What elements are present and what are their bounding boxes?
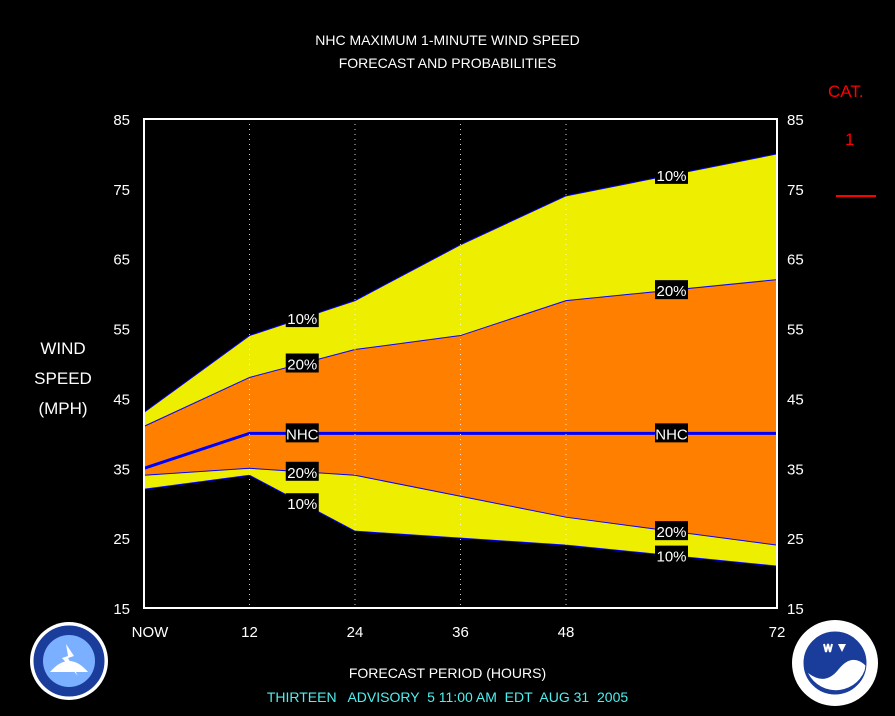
y-tick-label-left: 65 [113,252,130,269]
series-label: NHC [286,426,319,443]
y-axis-label-wind: WIND [40,339,86,358]
y-tick-label-right: 45 [787,391,804,408]
series-label: 20% [287,465,317,482]
series-label-box [285,308,319,328]
x-tick-label: 24 [347,624,364,641]
y-tick-label-right: 75 [787,182,804,199]
series-label-box [655,521,688,541]
chart-title-line2: FORECAST AND PROBABILITIES [338,55,557,71]
x-tick-label: 12 [241,624,258,641]
plot-border [143,118,778,609]
y-tick-label-left: 55 [113,322,130,339]
series-label-box [285,423,319,443]
y-tick-label-right: 65 [787,252,804,269]
line-20pct-upper [143,279,778,427]
series-label: 10% [287,496,317,513]
y-tick-label-left: 85 [113,112,130,129]
series-label-box [655,423,688,443]
series-label: 20% [287,357,317,374]
series-label: 20% [656,524,686,541]
series-label: 10% [656,549,686,566]
y-axis-label-speed: SPEED [34,369,92,388]
y-tick-label-right: 85 [787,112,804,129]
series-label: 10% [287,311,317,328]
nws-logo [30,622,108,700]
series-label: 20% [656,283,686,300]
series-label-box [285,353,319,373]
y-tick-label-left: 25 [113,531,130,548]
x-tick-label: NOW [132,624,170,641]
category-value: 1 [845,130,855,149]
x-tick-label: 36 [452,624,469,641]
series-label: 10% [656,168,686,185]
y-tick-label-right: 25 [787,531,804,548]
series-label-box [285,493,319,513]
line-10pct-lower [143,474,778,567]
line-20pct-lower [143,467,778,546]
advisory-info: THIRTEEN ADVISORY 5 11:00 AM EDT AUG 31 … [266,689,629,705]
noaa-logo [792,620,878,706]
y-tick-label-left: 35 [113,461,130,478]
x-tick-label: 48 [558,624,575,641]
y-axis-label-units: (MPH) [38,399,88,418]
series-label: NHC [655,426,688,443]
x-tick-label: 72 [769,624,786,641]
y-tick-label-right: 35 [787,461,804,478]
series-label-box [285,461,319,481]
series-label-box [655,164,688,184]
y-tick-label-left: 15 [113,601,130,618]
chart-title-line1: NHC MAXIMUM 1-MINUTE WIND SPEED [315,32,580,48]
x-axis-label: FORECAST PERIOD (HOURS) [348,665,547,681]
series-label-box [655,280,688,300]
y-tick-label-left: 75 [113,182,130,199]
y-tick-label-left: 45 [113,391,130,408]
band-20pct [144,279,777,546]
y-tick-label-right: 55 [787,322,804,339]
category-label: CAT. [828,82,864,101]
line-nhc-forecast [143,431,777,470]
line-10pct-upper [143,153,778,413]
series-label-box [655,545,688,565]
category-legend-line [836,195,876,197]
y-tick-label-right: 15 [787,601,804,618]
